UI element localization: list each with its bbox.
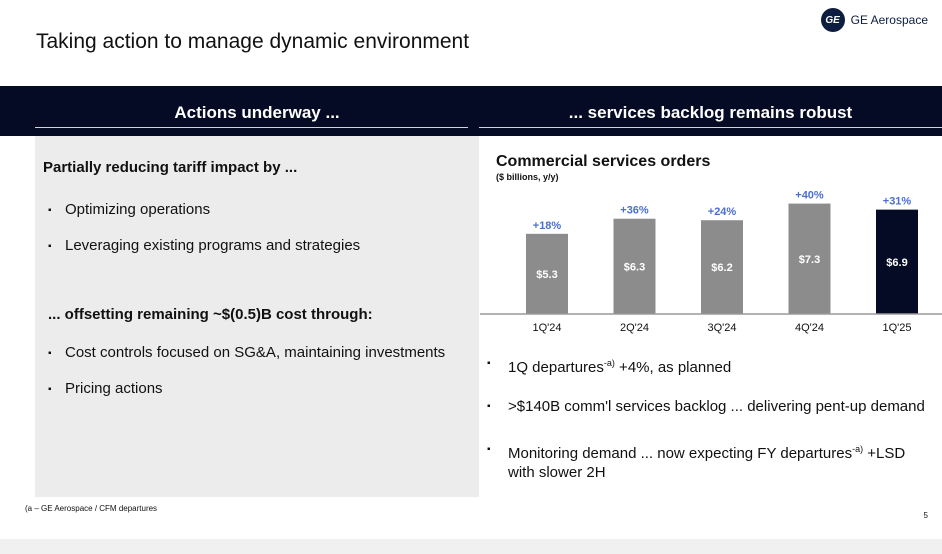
bar — [613, 218, 656, 314]
category-tick-label: 3Q'24 — [707, 322, 736, 334]
tariff-subheading: Partially reducing tariff impact by ... — [43, 159, 298, 176]
right-section-heading: ... services backlog remains robust — [568, 103, 853, 122]
bullet-text: +LSD — [863, 445, 906, 462]
list-item: Pricing actions — [48, 380, 162, 399]
list-item: Optimizing operations — [48, 201, 210, 220]
category-tick-label: 1Q'24 — [532, 322, 561, 334]
bullet-text: +4%, as planned — [614, 359, 732, 376]
offset-subheading: ... offsetting remaining ~$(0.5)B cost t… — [48, 306, 373, 323]
bullet-text: with slower 2H — [508, 464, 606, 481]
right-heading-underline — [479, 127, 942, 128]
left-section-heading: Actions underway ... — [174, 103, 340, 122]
services-orders-chart: $5.3 +18% 1Q'24 $6.3 +36% 2Q'24 $6.2 +24% 3Q'24 $… — [480, 190, 942, 334]
bar-value-label: $6.9 — [886, 257, 907, 269]
page-title: Taking action to manage dynamic environm… — [36, 30, 470, 53]
chart-subtitle: ($ billions, y/y) — [496, 172, 559, 182]
bar — [526, 233, 568, 314]
ge-monogram-icon: GE — [820, 8, 845, 32]
bullet-text: 1Q departures — [508, 359, 604, 376]
growth-label: +18% — [533, 220, 562, 232]
footnote: (a – GE Aerospace / CFM departures — [25, 504, 158, 513]
chart-title: Commercial services orders — [496, 153, 711, 170]
bar — [701, 220, 743, 314]
bar — [788, 203, 831, 314]
footnote-ref: -a) — [603, 358, 615, 368]
bar-value-label: $7.3 — [799, 254, 820, 266]
footnote-ref: -a) — [852, 444, 864, 454]
list-item: 1Q departures-a) +4%, as planned — [487, 354, 732, 377]
growth-label: +36% — [620, 205, 649, 217]
bar-value-label: $5.3 — [536, 269, 557, 281]
brand-name: GE Aerospace — [850, 13, 928, 27]
actions-panel — [35, 136, 479, 497]
category-tick-label: 4Q'24 — [795, 322, 824, 334]
bullet-text: Monitoring demand ... now expecting FY d… — [508, 445, 853, 462]
slide: Taking action to manage dynamic environm… — [0, 0, 942, 539]
page-number: 5 — [923, 511, 928, 520]
bar-value-label: $6.2 — [711, 262, 732, 274]
bar-value-label: $6.3 — [624, 261, 645, 273]
growth-label: +40% — [795, 190, 824, 202]
growth-label: +24% — [708, 206, 737, 218]
list-item: Cost controls focused on SG&A, maintaini… — [48, 344, 445, 363]
list-item: Leveraging existing programs and strateg… — [48, 237, 360, 256]
category-tick-label: 2Q'24 — [620, 322, 649, 334]
list-item: Monitoring demand ... now expecting FY d… — [487, 440, 906, 482]
list-item: >$140B comm'l services backlog ... deliv… — [487, 397, 925, 416]
left-heading-underline — [35, 127, 468, 128]
brand-logo: GE GE Aerospace — [820, 8, 928, 32]
growth-label: +31% — [883, 196, 912, 208]
category-tick-label: 1Q'25 — [882, 322, 911, 334]
bar — [876, 209, 918, 314]
